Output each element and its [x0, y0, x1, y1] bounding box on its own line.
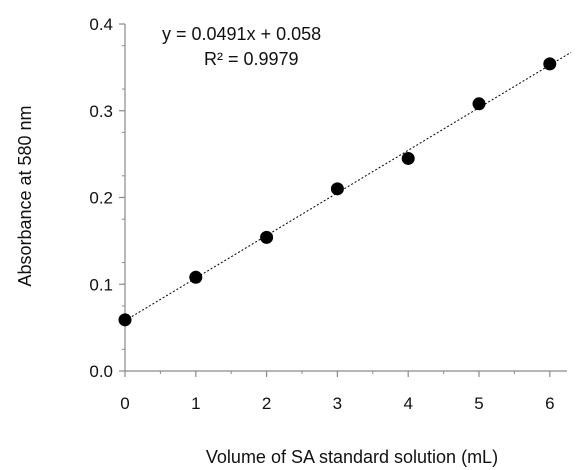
y-tick-label: 0.3	[89, 102, 113, 121]
x-tick-label: 3	[333, 394, 342, 413]
equation-annotation: y = 0.0491x + 0.058	[162, 24, 321, 44]
y-tick-label: 0.4	[89, 15, 113, 34]
trendline-group	[124, 51, 572, 322]
x-tick-label: 4	[403, 394, 412, 413]
y-tick-label: 0.2	[89, 189, 113, 208]
data-point	[401, 151, 415, 165]
y-tick-label: 0.1	[89, 275, 113, 294]
axes	[124, 24, 567, 372]
x-tick-label: 1	[191, 394, 200, 413]
r-squared-annotation: R² = 0.9979	[204, 49, 299, 69]
trendline	[124, 51, 572, 322]
y-axis-label: Absorbance at 580 nm	[15, 105, 35, 286]
y-tick-label: 0.0	[89, 362, 113, 381]
x-tick-label: 0	[120, 394, 129, 413]
data-point	[543, 57, 557, 71]
x-tick-label: 2	[262, 394, 271, 413]
ticks: 0.0 0.1 0.2 0.3 0.4 0 1 2 3 4 5 6	[89, 15, 554, 413]
data-point	[330, 182, 344, 196]
data-point	[118, 313, 132, 327]
x-tick-label: 6	[545, 394, 554, 413]
data-point	[189, 270, 203, 284]
x-axis-label: Volume of SA standard solution (mL)	[206, 447, 498, 467]
data-point	[260, 230, 274, 244]
data-point	[472, 97, 486, 111]
x-tick-label: 5	[474, 394, 483, 413]
data-points	[118, 57, 557, 327]
